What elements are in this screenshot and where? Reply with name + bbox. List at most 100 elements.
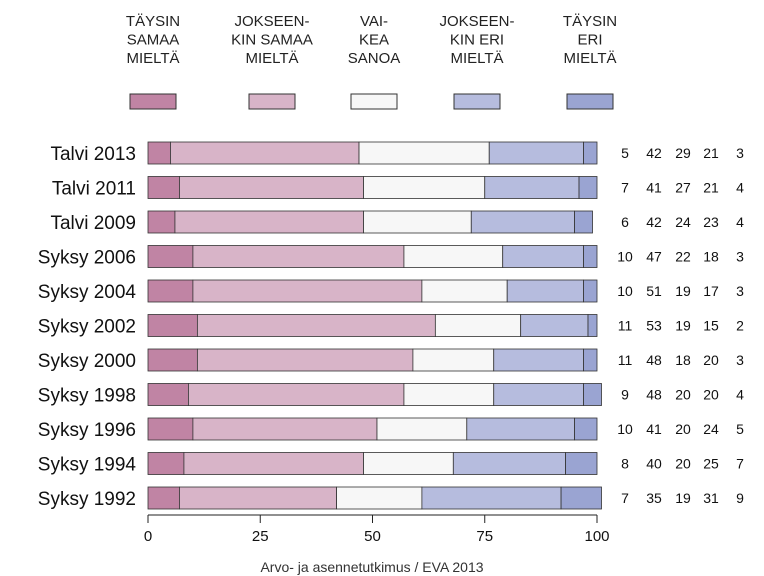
bar-row: [147, 417, 598, 441]
value-label: 10: [617, 421, 633, 437]
bar-row: [147, 452, 598, 475]
value-label: 29: [675, 145, 691, 161]
bar-row: [147, 210, 593, 234]
bar-segment: [147, 245, 194, 268]
bar-segment: [363, 452, 454, 475]
value-label: 19: [675, 490, 691, 506]
row-label: Talvi 2009: [50, 213, 136, 234]
value-label: 41: [646, 421, 662, 437]
value-label: 7: [736, 456, 744, 472]
bar-segment: [452, 452, 566, 475]
bar-row: [147, 176, 598, 199]
bar-segment: [434, 314, 522, 337]
bar-row: [147, 245, 598, 268]
legend-label: MIELTÄ: [245, 50, 298, 67]
bar-segment: [403, 245, 504, 268]
value-label: 20: [703, 387, 719, 403]
x-axis: 0 25 50 75 100: [144, 514, 610, 545]
legend-label: KEA: [359, 32, 389, 49]
legend-label: SAMAA: [127, 32, 180, 49]
legend-swatch: [350, 93, 398, 110]
bar-segment: [336, 486, 423, 510]
value-label: 3: [736, 145, 744, 161]
value-label: 20: [703, 352, 719, 368]
legend-label: TÄYSIN: [126, 13, 180, 30]
bar-segment: [493, 383, 584, 406]
legend-label: KIN SAMAA: [231, 32, 313, 49]
value-label: 20: [675, 421, 691, 437]
value-label: 48: [646, 352, 662, 368]
value-label: 21: [703, 180, 719, 196]
bar-segment: [583, 141, 598, 165]
legend-label: JOKSEEN-: [234, 13, 309, 30]
row-label: Syksy 2000: [38, 351, 136, 372]
bar-segment: [192, 245, 405, 268]
value-label: 48: [646, 387, 662, 403]
bars: [147, 141, 602, 510]
bar-segment: [583, 245, 598, 268]
bar-row: [147, 314, 598, 337]
value-label: 20: [675, 456, 691, 472]
bar-segment: [466, 417, 575, 441]
bar-segment: [174, 210, 364, 234]
value-label: 4: [736, 214, 744, 230]
legend-label: ERI: [577, 32, 602, 49]
x-tick-label: 0: [144, 528, 152, 545]
bar-segment: [183, 452, 364, 475]
bar-segment: [421, 486, 562, 510]
value-label: 4: [736, 387, 744, 403]
bar-segment: [147, 279, 194, 303]
bar-segment: [170, 141, 360, 165]
bar-segment: [583, 348, 598, 372]
value-label: 18: [675, 352, 691, 368]
legend-label: MIELTÄ: [450, 50, 503, 67]
value-label: 41: [646, 180, 662, 196]
value-label: 22: [675, 249, 691, 265]
value-label: 10: [617, 283, 633, 299]
row-label: Syksy 1994: [38, 455, 137, 476]
bar-segment: [196, 314, 436, 337]
value-label: 31: [703, 490, 719, 506]
x-tick-label: 100: [584, 528, 609, 545]
value-label: 42: [646, 145, 662, 161]
bar-segment: [574, 210, 593, 234]
bar-row: [147, 348, 598, 372]
legend-label: SANOA: [348, 50, 401, 67]
value-label: 23: [703, 214, 719, 230]
bar-segment: [363, 176, 486, 199]
row-label: Syksy 2002: [38, 317, 136, 338]
value-label: 21: [703, 145, 719, 161]
value-label: 25: [703, 456, 719, 472]
legend-label: MIELTÄ: [126, 50, 179, 67]
x-tick-label: 25: [252, 528, 269, 545]
source-footer: Arvo- ja asennetutkimus / EVA 2013: [260, 559, 483, 575]
row-label: Talvi 2011: [52, 179, 136, 200]
value-label: 2: [736, 318, 744, 334]
value-label: 24: [675, 214, 691, 230]
value-label: 7: [621, 180, 629, 196]
value-labels: 5 42 29 21 37 41 27 21 46 42 24 23 410 47 22 18 310 51 19 1…: [617, 145, 744, 506]
value-label: 19: [675, 283, 691, 299]
legend-label: JOKSEEN-: [439, 13, 514, 30]
value-label: 10: [617, 249, 633, 265]
bar-segment: [583, 383, 602, 406]
bar-row: [147, 279, 598, 303]
bar-segment: [470, 210, 575, 234]
value-label: 9: [736, 490, 744, 506]
legend-label: VAI-: [360, 13, 388, 30]
value-label: 19: [675, 318, 691, 334]
bar-segment: [574, 417, 598, 441]
x-tick-label: 75: [476, 528, 493, 545]
bar-segment: [587, 314, 598, 337]
bar-segment: [403, 383, 495, 406]
bar-segment: [147, 176, 180, 199]
bar-segment: [192, 417, 378, 441]
row-label: Syksy 1992: [38, 489, 136, 510]
row-label: Syksy 1996: [38, 420, 136, 441]
bar-segment: [565, 452, 598, 475]
row-label: Syksy 2004: [38, 282, 137, 303]
